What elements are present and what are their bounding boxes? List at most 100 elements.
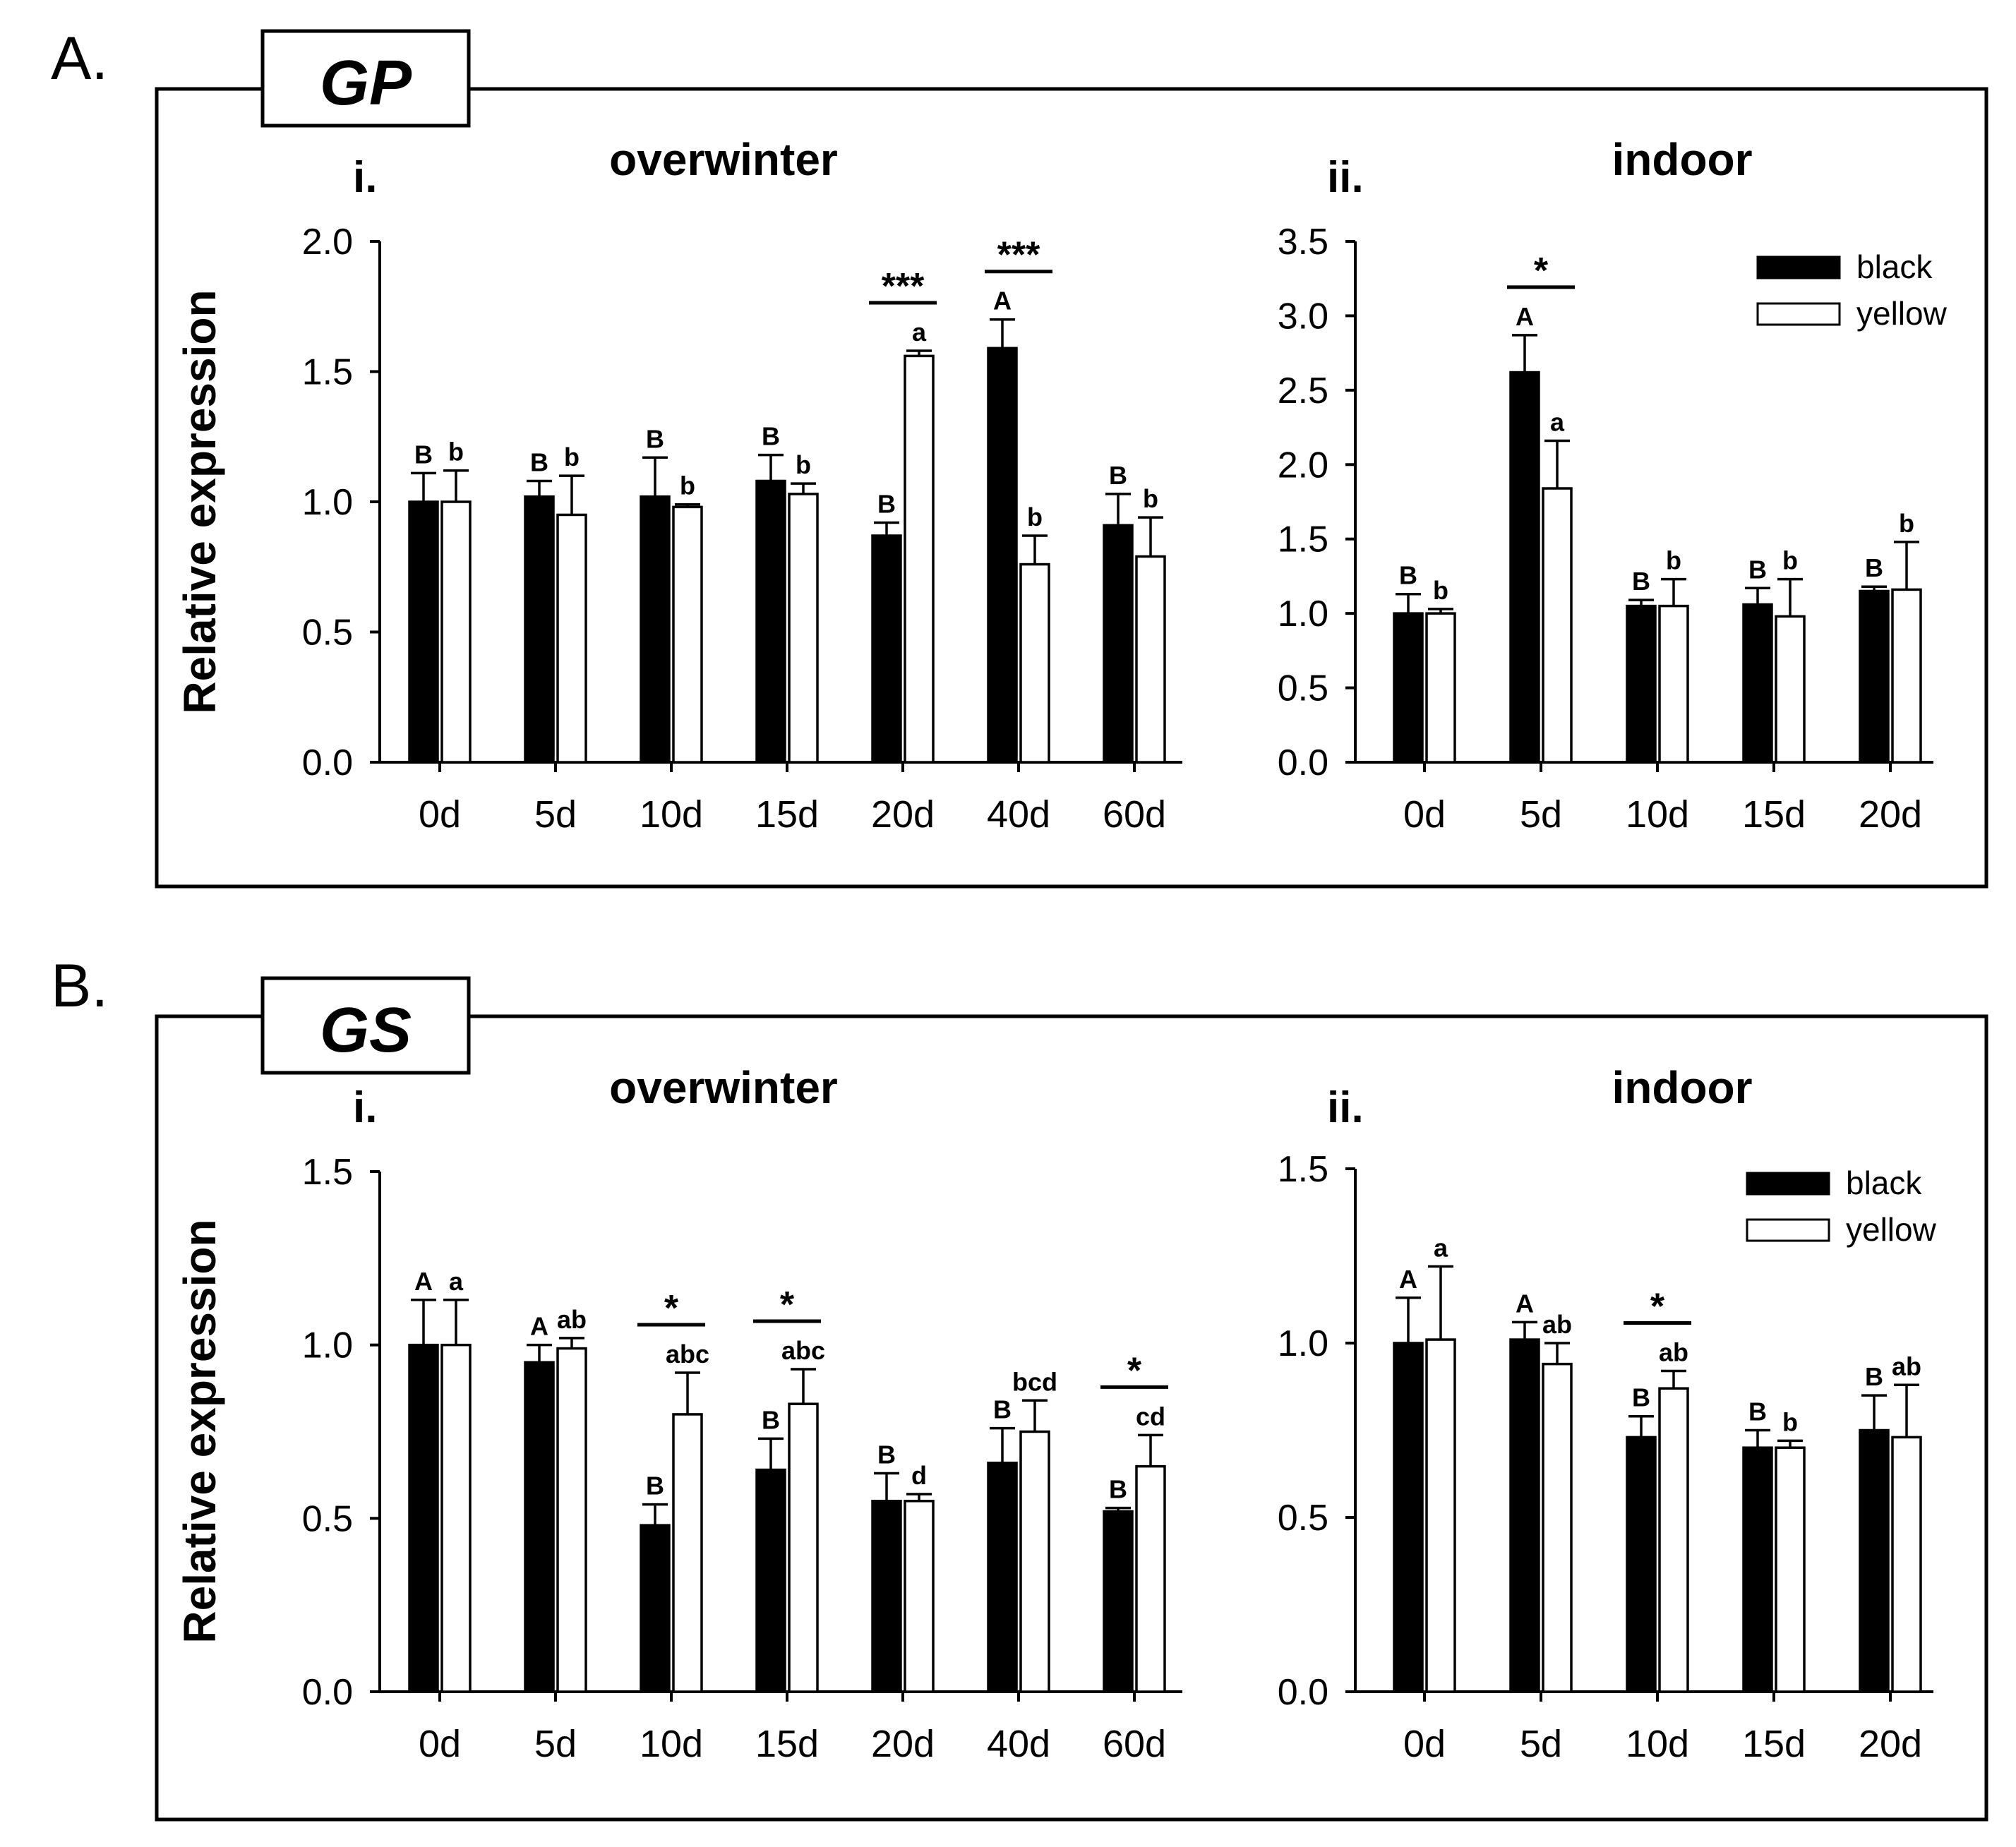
bar-yellow <box>1019 1430 1050 1693</box>
bar-yellow <box>904 1500 935 1693</box>
x-tick-label: 5d <box>1520 793 1562 836</box>
significance-letter-yellow: bcd <box>1012 1367 1057 1396</box>
significance-letter-black: B <box>762 1405 780 1434</box>
significance-letter-yellow: b <box>1782 1407 1798 1436</box>
significance-letter-black: B <box>1632 567 1650 596</box>
y-tick-label: 2.0 <box>302 222 353 263</box>
significance-letter-yellow: cd <box>1136 1402 1165 1431</box>
significance-letter-black: B <box>762 422 780 451</box>
bar-yellow <box>672 1413 703 1693</box>
y-tick-label: 1.5 <box>1278 1149 1328 1190</box>
y-axis-label: Relative expression <box>174 289 225 714</box>
bar-yellow <box>1542 1362 1573 1693</box>
significance-stars: *** <box>882 266 925 307</box>
bar-black <box>987 347 1018 764</box>
chart-title: overwinter <box>609 134 838 185</box>
x-tick-label: 10d <box>1626 793 1689 836</box>
significance-stars: * <box>1534 251 1549 291</box>
bar-yellow <box>1019 562 1050 764</box>
significance-letter-yellow: a <box>1434 1233 1448 1262</box>
significance-letter-yellow: b <box>1782 546 1798 575</box>
significance-stars: * <box>1127 1350 1142 1391</box>
bar-yellow <box>788 493 819 764</box>
bar-yellow <box>1775 615 1806 764</box>
significance-letter-yellow: ab <box>1542 1310 1572 1339</box>
x-tick-label: 40d <box>987 1723 1050 1765</box>
significance-letter-yellow: a <box>1550 408 1565 437</box>
bar-yellow <box>1775 1446 1806 1693</box>
bar-yellow <box>788 1402 819 1693</box>
bar-yellow <box>1135 555 1166 764</box>
bar-black <box>755 479 786 764</box>
legend-label-yellow: yellow <box>1846 1211 1937 1248</box>
significance-letter-black: B <box>646 1472 664 1500</box>
bar-yellow <box>1658 604 1689 764</box>
significance-letter-black: B <box>414 440 433 469</box>
significance-letter-black: B <box>646 424 664 453</box>
bar-yellow <box>1425 612 1456 764</box>
x-tick-label: 0d <box>419 793 461 836</box>
bar-black <box>1742 1446 1773 1693</box>
bar-black <box>1626 604 1657 764</box>
x-tick-label: 10d <box>640 1723 703 1765</box>
significance-letter-yellow: b <box>1143 484 1158 513</box>
significance-letter-black: A <box>414 1267 433 1296</box>
y-tick-label: 1.0 <box>302 1325 353 1366</box>
x-tick-label: 15d <box>1742 1723 1806 1765</box>
x-tick-label: 20d <box>1859 1723 1922 1765</box>
y-tick-label: 0.0 <box>1278 742 1328 783</box>
subpanel-label: ii. <box>1327 153 1364 202</box>
bar-black <box>1103 524 1134 764</box>
bar-yellow <box>440 500 472 764</box>
bar-black <box>524 495 555 764</box>
significance-letter-black: B <box>1632 1383 1650 1412</box>
y-tick-label: 2.0 <box>1278 445 1328 486</box>
chart-title: indoor <box>1612 1062 1752 1113</box>
x-tick-label: 0d <box>1403 1723 1446 1765</box>
y-tick-label: 0.0 <box>302 1672 353 1713</box>
y-tick-label: 2.5 <box>1278 371 1328 411</box>
x-tick-label: 10d <box>1626 1723 1689 1765</box>
significance-letter-yellow: b <box>1899 509 1914 538</box>
y-tick-label: 0.0 <box>1278 1672 1328 1713</box>
panel-b-gene-box <box>260 976 471 1075</box>
bar-black <box>1103 1510 1134 1693</box>
x-tick-label: 20d <box>871 793 935 836</box>
legend: black yellow <box>1756 248 1948 332</box>
significance-letter-yellow: b <box>564 443 580 471</box>
panel-a: A. GP <box>51 25 1988 889</box>
x-tick-label: 15d <box>755 793 819 836</box>
significance-letter-yellow: ab <box>1659 1338 1688 1367</box>
subpanel-label: i. <box>353 153 377 202</box>
significance-stars: * <box>664 1288 679 1329</box>
x-tick-label: 10d <box>640 793 703 836</box>
bar-black <box>1859 1428 1890 1693</box>
bar-yellow <box>904 354 935 764</box>
chart-title: indoor <box>1612 134 1752 185</box>
panel-a-gene-box <box>260 29 471 128</box>
x-tick-label: 15d <box>755 1723 819 1765</box>
bar-yellow <box>556 513 587 764</box>
x-tick-label: 20d <box>871 1723 935 1765</box>
x-tick-label: 60d <box>1103 1723 1166 1765</box>
x-tick-label: 20d <box>1859 793 1922 836</box>
y-tick-label: 1.0 <box>1278 1323 1328 1364</box>
significance-letter-black: B <box>877 1440 896 1469</box>
panel-a-letter: A. <box>51 25 108 92</box>
bar-black <box>640 495 671 764</box>
bar-black <box>1393 612 1424 764</box>
significance-letter-yellow: ab <box>1892 1352 1921 1380</box>
significance-letter-yellow: b <box>680 471 695 500</box>
significance-letter-yellow: b <box>1027 503 1043 531</box>
y-tick-label: 3.0 <box>1278 296 1328 337</box>
significance-letter-black: A <box>1516 1289 1534 1318</box>
significance-letter-yellow: a <box>912 318 927 347</box>
x-tick-label: 40d <box>987 793 1050 836</box>
bar-yellow <box>1891 1436 1922 1693</box>
x-tick-label: 5d <box>1520 1723 1562 1765</box>
y-tick-label: 1.5 <box>302 352 353 393</box>
bar-black <box>1742 603 1773 764</box>
bar-yellow <box>1891 588 1922 764</box>
x-tick-label: 0d <box>1403 793 1446 836</box>
